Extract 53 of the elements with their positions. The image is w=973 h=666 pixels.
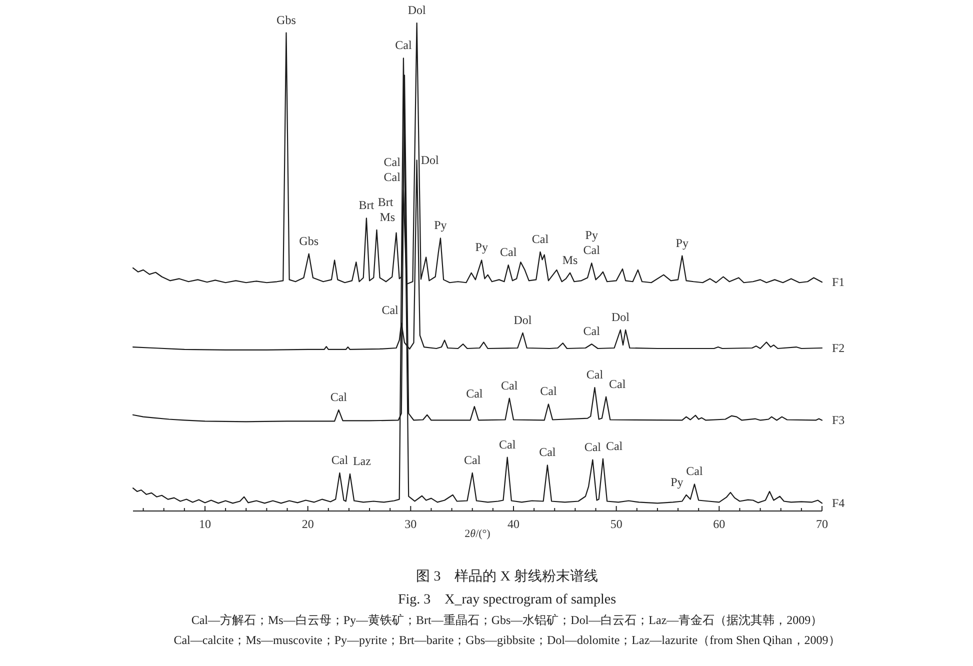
annotation: Dol [408,3,426,17]
x-tick-label: 40 [507,517,520,531]
annotation: Cal [586,368,604,382]
annotation: Cal [540,384,558,398]
annotation: Brt [358,198,375,212]
x-tick-label: 20 [302,517,314,531]
text: Fig. 3 X_ray spectrogram of samples [398,592,616,608]
annotation: Cal [686,464,704,478]
annotation: Cal [539,445,556,460]
annotation: Cal [330,390,348,404]
annotation: Cal [384,170,402,184]
annotation: Gbs [299,234,319,248]
annotation: Cal [466,386,484,401]
annotation: Cal [498,437,516,452]
annotation: Laz [352,454,371,468]
annotation: Cal [384,154,402,169]
annotation: Ms [562,252,578,267]
annotation: Cal [584,440,602,454]
annotation: Py [475,240,488,254]
x-tick-label: 70 [816,517,828,531]
annotation: Dol [611,310,630,324]
annotation: Gbs [276,12,296,27]
annotation: Py [676,236,688,250]
series-label: F1 [832,275,845,290]
annotation: Ms [380,210,396,224]
text: Cal—calcite；Ms—muscovite；Py—pyrite；Brt—barite；Gbs—gibbsite；Dol—dolomite；Laz—lazurite（from Shen Qihan，2009） [174,633,840,647]
text: 图 3 样品的 X 射线粉末谱线 [416,568,598,584]
annotation: Cal [583,243,601,258]
annotation: Cal [382,303,400,318]
annotation: Cal [501,378,518,392]
x-tick-label: 30 [404,517,417,531]
annotation: Cal [464,452,482,467]
annotation: Cal [331,452,349,467]
series-label: F4 [832,496,845,510]
annotation: Py [434,218,447,232]
annotation: Py [670,474,684,489]
annotation: Cal [609,376,626,391]
annotation: Cal [532,232,550,246]
x-axis-title: 2θ/(°) [464,528,491,540]
annotation: Cal [500,245,518,260]
series-label: F2 [832,341,845,356]
annotation: Cal [395,38,412,52]
annotation: Dol [514,312,532,327]
x-tick-label: 60 [713,517,726,531]
annotation: Cal [606,438,624,453]
annotation: Cal [583,324,601,338]
x-tick-label: 50 [610,517,622,531]
text: Cal—方解石；Ms—白云母；Py—黄铁矿；Brt—重晶石；Gbs—水铝矿；Dol—白云石；Laz—青金石（据沈其韩，2009） [191,613,823,627]
series-label: F3 [832,413,845,428]
annotation: Py [585,228,598,242]
annotation: Dol [420,153,440,168]
annotation: Brt [378,194,394,209]
x-tick-label: 10 [198,517,211,531]
